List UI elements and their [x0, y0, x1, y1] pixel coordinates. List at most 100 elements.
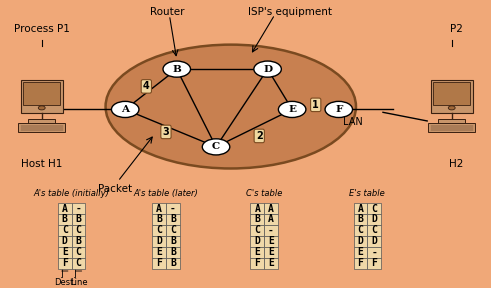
Bar — [72, 203, 85, 214]
Circle shape — [202, 139, 230, 155]
Text: B: B — [156, 215, 162, 224]
Text: B: B — [76, 215, 82, 224]
Circle shape — [325, 101, 353, 118]
Bar — [354, 214, 367, 225]
Text: F: F — [156, 258, 162, 268]
Text: A: A — [121, 105, 129, 114]
Bar — [354, 258, 367, 269]
Text: C: C — [371, 204, 377, 213]
Bar — [72, 236, 85, 247]
Text: B: B — [254, 215, 260, 224]
Text: -: - — [268, 226, 274, 235]
Text: E: E — [268, 236, 274, 246]
Text: A: A — [62, 204, 68, 213]
Bar — [354, 236, 367, 247]
Text: D: D — [357, 236, 363, 246]
Circle shape — [254, 61, 281, 77]
Text: D: D — [371, 215, 377, 224]
Text: C: C — [212, 142, 220, 151]
Bar — [72, 247, 85, 258]
Bar — [250, 247, 264, 258]
Bar — [367, 214, 381, 225]
Text: -: - — [371, 247, 377, 257]
Text: D: D — [156, 236, 162, 246]
Text: B: B — [357, 215, 363, 224]
Bar — [250, 236, 264, 247]
Text: F: F — [335, 105, 343, 114]
Text: C: C — [62, 226, 68, 235]
Text: F: F — [62, 258, 68, 268]
Text: 4: 4 — [143, 82, 150, 91]
Text: P2: P2 — [450, 24, 463, 34]
Text: B: B — [170, 247, 176, 257]
Bar — [264, 225, 278, 236]
Text: A's table (initially): A's table (initially) — [34, 189, 109, 198]
Bar — [354, 247, 367, 258]
Bar — [250, 203, 264, 214]
Text: E's table: E's table — [350, 189, 385, 198]
FancyBboxPatch shape — [438, 119, 465, 123]
Text: C: C — [357, 226, 363, 235]
Bar — [367, 225, 381, 236]
Bar — [166, 236, 180, 247]
Text: Router: Router — [150, 7, 184, 16]
Text: B: B — [170, 258, 176, 268]
Text: D: D — [371, 236, 377, 246]
Text: C's table: C's table — [246, 189, 282, 198]
Bar — [264, 203, 278, 214]
Bar — [152, 203, 166, 214]
Bar — [58, 236, 72, 247]
Text: LAN: LAN — [343, 117, 362, 127]
Circle shape — [111, 101, 139, 118]
FancyBboxPatch shape — [21, 80, 62, 113]
Bar — [152, 214, 166, 225]
Bar — [72, 214, 85, 225]
Text: C: C — [76, 226, 82, 235]
Text: B: B — [170, 236, 176, 246]
Bar — [152, 247, 166, 258]
Bar — [72, 258, 85, 269]
Circle shape — [163, 61, 191, 77]
Bar — [166, 225, 180, 236]
Bar — [367, 247, 381, 258]
Bar — [58, 258, 72, 269]
Text: B: B — [170, 215, 176, 224]
Bar — [354, 225, 367, 236]
Text: -: - — [170, 204, 176, 213]
Text: Host H1: Host H1 — [21, 159, 62, 169]
Text: B: B — [172, 65, 181, 74]
Text: 2: 2 — [256, 131, 263, 141]
Text: F: F — [371, 258, 377, 268]
Bar — [72, 225, 85, 236]
Text: E: E — [254, 247, 260, 257]
Circle shape — [448, 106, 455, 110]
Bar — [152, 258, 166, 269]
Bar — [166, 214, 180, 225]
Bar — [264, 247, 278, 258]
Bar — [58, 247, 72, 258]
Text: D: D — [62, 236, 68, 246]
Text: A: A — [254, 204, 260, 213]
FancyBboxPatch shape — [24, 82, 60, 105]
Text: E: E — [156, 247, 162, 257]
FancyBboxPatch shape — [19, 123, 65, 132]
Bar — [166, 247, 180, 258]
Bar — [354, 203, 367, 214]
Text: Process P1: Process P1 — [14, 24, 70, 34]
Bar — [152, 225, 166, 236]
FancyBboxPatch shape — [28, 119, 55, 123]
Text: A: A — [268, 204, 274, 213]
Text: C: C — [254, 226, 260, 235]
Text: D: D — [254, 236, 260, 246]
Text: E: E — [268, 247, 274, 257]
Text: 3: 3 — [163, 127, 169, 137]
Text: E: E — [288, 105, 296, 114]
Bar — [166, 258, 180, 269]
Ellipse shape — [106, 45, 356, 168]
Text: H2: H2 — [449, 159, 464, 169]
Bar — [58, 225, 72, 236]
Circle shape — [278, 101, 306, 118]
Text: C: C — [76, 247, 82, 257]
Bar — [250, 214, 264, 225]
Text: C: C — [170, 226, 176, 235]
